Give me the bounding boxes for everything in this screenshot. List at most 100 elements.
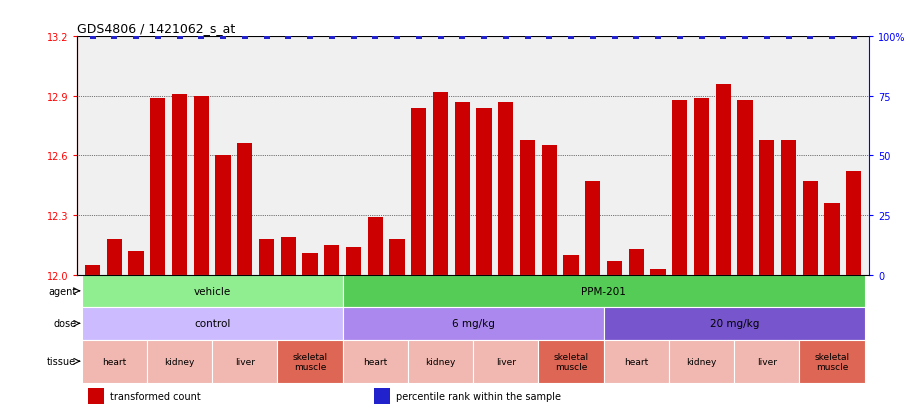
Text: control: control bbox=[194, 318, 230, 328]
Bar bbox=[651, 269, 666, 275]
Bar bbox=[82, 307, 343, 340]
Bar bbox=[781, 140, 796, 275]
Bar bbox=[346, 247, 361, 275]
Bar bbox=[172, 95, 187, 275]
Bar bbox=[477, 109, 491, 275]
Point bbox=[216, 34, 230, 40]
Bar bbox=[194, 97, 209, 275]
Bar bbox=[343, 307, 603, 340]
Point bbox=[172, 34, 187, 40]
Point bbox=[281, 34, 296, 40]
Bar bbox=[803, 182, 818, 275]
Bar bbox=[389, 239, 405, 275]
Point bbox=[782, 34, 796, 40]
Text: percentile rank within the sample: percentile rank within the sample bbox=[396, 391, 561, 401]
Point bbox=[433, 34, 448, 40]
Bar bbox=[216, 156, 231, 275]
Point bbox=[651, 34, 665, 40]
Point bbox=[455, 34, 470, 40]
Bar bbox=[238, 144, 252, 275]
Bar bbox=[302, 253, 318, 275]
Bar bbox=[846, 172, 862, 275]
Point bbox=[347, 34, 361, 40]
Bar bbox=[629, 249, 644, 275]
Bar bbox=[824, 204, 840, 275]
Bar bbox=[278, 340, 343, 383]
Bar bbox=[343, 340, 408, 383]
Point bbox=[521, 34, 535, 40]
Text: PPM-201: PPM-201 bbox=[581, 286, 626, 296]
Bar bbox=[585, 182, 601, 275]
Text: agent: agent bbox=[48, 286, 76, 296]
Point bbox=[607, 34, 622, 40]
Text: heart: heart bbox=[102, 357, 126, 366]
Point bbox=[824, 34, 839, 40]
Bar bbox=[455, 102, 470, 275]
Bar bbox=[128, 251, 144, 275]
Bar bbox=[715, 85, 731, 275]
Text: dose: dose bbox=[53, 318, 76, 328]
Point bbox=[477, 34, 491, 40]
Text: liver: liver bbox=[496, 357, 516, 366]
Text: GDS4806 / 1421062_s_at: GDS4806 / 1421062_s_at bbox=[77, 21, 236, 35]
Text: skeletal
muscle: skeletal muscle bbox=[553, 351, 589, 371]
Bar bbox=[82, 275, 343, 307]
Point bbox=[86, 34, 100, 40]
Bar bbox=[368, 217, 383, 275]
Bar bbox=[539, 340, 603, 383]
Bar bbox=[694, 99, 709, 275]
Point bbox=[694, 34, 709, 40]
Bar bbox=[603, 340, 669, 383]
Bar bbox=[737, 100, 753, 275]
Bar bbox=[759, 140, 774, 275]
Bar bbox=[147, 340, 212, 383]
Bar bbox=[280, 237, 296, 275]
Point bbox=[194, 34, 208, 40]
Bar bbox=[607, 261, 622, 275]
Point bbox=[672, 34, 687, 40]
Bar bbox=[343, 275, 864, 307]
Bar bbox=[541, 146, 557, 275]
Point bbox=[542, 34, 557, 40]
Point bbox=[325, 34, 339, 40]
Bar bbox=[520, 140, 535, 275]
Point bbox=[846, 34, 861, 40]
Point bbox=[499, 34, 513, 40]
Point bbox=[716, 34, 731, 40]
Bar bbox=[433, 93, 449, 275]
Point bbox=[150, 34, 165, 40]
Bar bbox=[324, 245, 339, 275]
Bar bbox=[411, 109, 427, 275]
Text: 6 mg/kg: 6 mg/kg bbox=[451, 318, 495, 328]
Text: transformed count: transformed count bbox=[110, 391, 201, 401]
Text: kidney: kidney bbox=[165, 357, 195, 366]
Point bbox=[738, 34, 753, 40]
Text: tissue: tissue bbox=[47, 356, 76, 366]
Point bbox=[803, 34, 817, 40]
Text: liver: liver bbox=[757, 357, 777, 366]
Bar bbox=[85, 265, 100, 275]
Text: kidney: kidney bbox=[686, 357, 717, 366]
Text: heart: heart bbox=[624, 357, 649, 366]
Text: vehicle: vehicle bbox=[194, 286, 231, 296]
Bar bbox=[374, 388, 389, 404]
Point bbox=[585, 34, 600, 40]
Text: heart: heart bbox=[363, 357, 388, 366]
Point bbox=[760, 34, 774, 40]
Point bbox=[259, 34, 274, 40]
Bar bbox=[669, 340, 734, 383]
Bar bbox=[88, 388, 104, 404]
Point bbox=[629, 34, 643, 40]
Point bbox=[238, 34, 252, 40]
Bar bbox=[672, 100, 687, 275]
Point bbox=[389, 34, 404, 40]
Text: liver: liver bbox=[235, 357, 255, 366]
Bar bbox=[603, 307, 864, 340]
Point bbox=[564, 34, 579, 40]
Point bbox=[129, 34, 144, 40]
Bar bbox=[800, 340, 864, 383]
Point bbox=[303, 34, 318, 40]
Text: 20 mg/kg: 20 mg/kg bbox=[710, 318, 759, 328]
Bar bbox=[82, 340, 147, 383]
Text: skeletal
muscle: skeletal muscle bbox=[814, 351, 850, 371]
